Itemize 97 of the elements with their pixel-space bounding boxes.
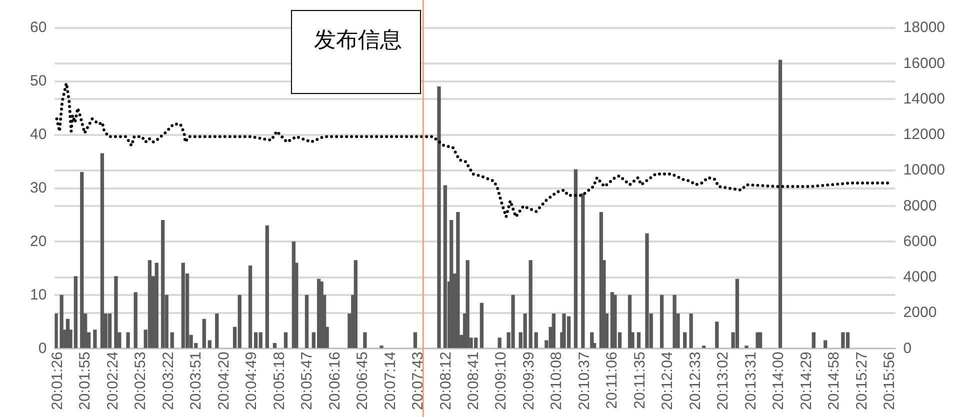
- x-tick-label: 20:13:02: [714, 352, 732, 410]
- bar: [574, 169, 578, 348]
- x-tick-label: 20:03:22: [160, 352, 177, 410]
- x-tick-label: 20:08:12: [437, 352, 454, 410]
- y2-tick-label: 6000: [903, 232, 937, 250]
- y2-tick-label: 16000: [903, 54, 946, 72]
- x-tick-label: 20:10:08: [548, 352, 566, 410]
- bar: [443, 185, 448, 348]
- bar: [534, 332, 538, 348]
- bar: [284, 332, 288, 348]
- x-tick-label: 20:02:24: [104, 352, 122, 410]
- x-tick-label: 20:04:49: [243, 352, 260, 410]
- y-tick-label: 0: [38, 340, 47, 357]
- y-tick-label: 60: [30, 19, 47, 36]
- bar: [134, 292, 138, 348]
- bar: [154, 262, 158, 348]
- bar: [735, 278, 740, 348]
- bar: [181, 262, 185, 348]
- y2-tick-label: 4000: [903, 268, 937, 286]
- bar: [80, 172, 84, 348]
- bar: [265, 225, 269, 348]
- bar: [812, 332, 816, 348]
- bar: [466, 260, 470, 348]
- x-tick-label: 20:01:55: [76, 352, 94, 410]
- y2-tick-label: 12000: [903, 126, 946, 144]
- bar: [114, 276, 118, 348]
- bar: [93, 330, 97, 348]
- bar: [248, 265, 252, 348]
- x-tick-label: 20:08:41: [465, 352, 482, 410]
- x-tick-label: 20:12:33: [686, 352, 704, 410]
- bar: [108, 314, 112, 348]
- y-tick-label: 40: [30, 126, 47, 144]
- x-tick-label: 20:10:37: [576, 352, 593, 410]
- y2-tick-label: 10000: [903, 162, 946, 179]
- x-tick-label: 20:09:39: [520, 352, 538, 410]
- bar: [778, 60, 782, 348]
- bar: [683, 332, 687, 348]
- x-tick-label: 20:14:29: [798, 352, 815, 410]
- bar: [636, 332, 641, 348]
- bar: [581, 193, 585, 348]
- bar: [552, 314, 556, 348]
- x-tick-label: 20:07:43: [410, 352, 427, 410]
- x-tick-label: 20:02:53: [132, 352, 150, 410]
- x-tick-label: 20:06:45: [354, 352, 372, 410]
- x-tick-label: 20:12:04: [659, 352, 676, 410]
- x-tick-label: 20:09:10: [492, 352, 510, 410]
- y-tick-label: 10: [30, 286, 47, 304]
- x-tick-label: 20:11:35: [631, 352, 648, 409]
- y-tick-label: 30: [30, 179, 47, 196]
- y-tick-label: 20: [30, 232, 47, 250]
- x-tick-label: 20:15:27: [853, 352, 870, 410]
- bar: [523, 314, 527, 348]
- bar: [354, 260, 358, 348]
- x-tick-label: 20:01:26: [48, 352, 66, 410]
- bar: [528, 260, 532, 348]
- y2-tick-label: 8000: [903, 197, 937, 214]
- x-tick-label: 20:14:58: [826, 352, 843, 410]
- bar: [824, 340, 828, 348]
- x-tick-label: 20:04:20: [215, 352, 232, 410]
- bar: [148, 260, 152, 348]
- bar: [498, 338, 502, 348]
- x-tick-label: 20:07:14: [382, 352, 399, 410]
- y-tick-label: 50: [30, 72, 47, 90]
- bar: [660, 294, 664, 348]
- bar: [304, 294, 309, 348]
- bar: [645, 233, 649, 348]
- x-tick-label: 20:11:06: [604, 352, 621, 409]
- bar: [272, 342, 277, 348]
- bar: [715, 322, 719, 348]
- text-box: 发布信息: [291, 10, 422, 94]
- bar: [758, 332, 762, 348]
- x-tick-label: 20:15:56: [881, 352, 898, 410]
- bar: [170, 332, 174, 348]
- bar: [437, 86, 441, 348]
- bar: [413, 332, 418, 348]
- bar: [456, 212, 460, 348]
- bar: [215, 314, 219, 348]
- bar: [480, 302, 484, 348]
- bar: [160, 220, 165, 348]
- bar: [672, 294, 676, 348]
- x-tick-label: 20:05:18: [270, 352, 288, 410]
- y2-tick-label: 0: [903, 340, 912, 357]
- bar: [208, 340, 212, 348]
- bar: [202, 318, 206, 348]
- x-tick-label: 20:13:31: [742, 352, 760, 410]
- bar: [126, 332, 130, 348]
- x-tick-label: 20:03:51: [188, 352, 205, 410]
- x-tick-label: 20:06:16: [326, 352, 344, 410]
- bar: [100, 153, 104, 348]
- x-tick-label: 20:05:47: [298, 352, 316, 410]
- y2-tick-label: 18000: [903, 19, 946, 36]
- y2-tick-label: 2000: [903, 304, 937, 322]
- bar: [363, 332, 367, 348]
- bar: [450, 220, 454, 348]
- x-tick-label: 20:14:00: [770, 352, 788, 410]
- y2-tick-label: 14000: [903, 90, 946, 108]
- bar: [689, 314, 693, 348]
